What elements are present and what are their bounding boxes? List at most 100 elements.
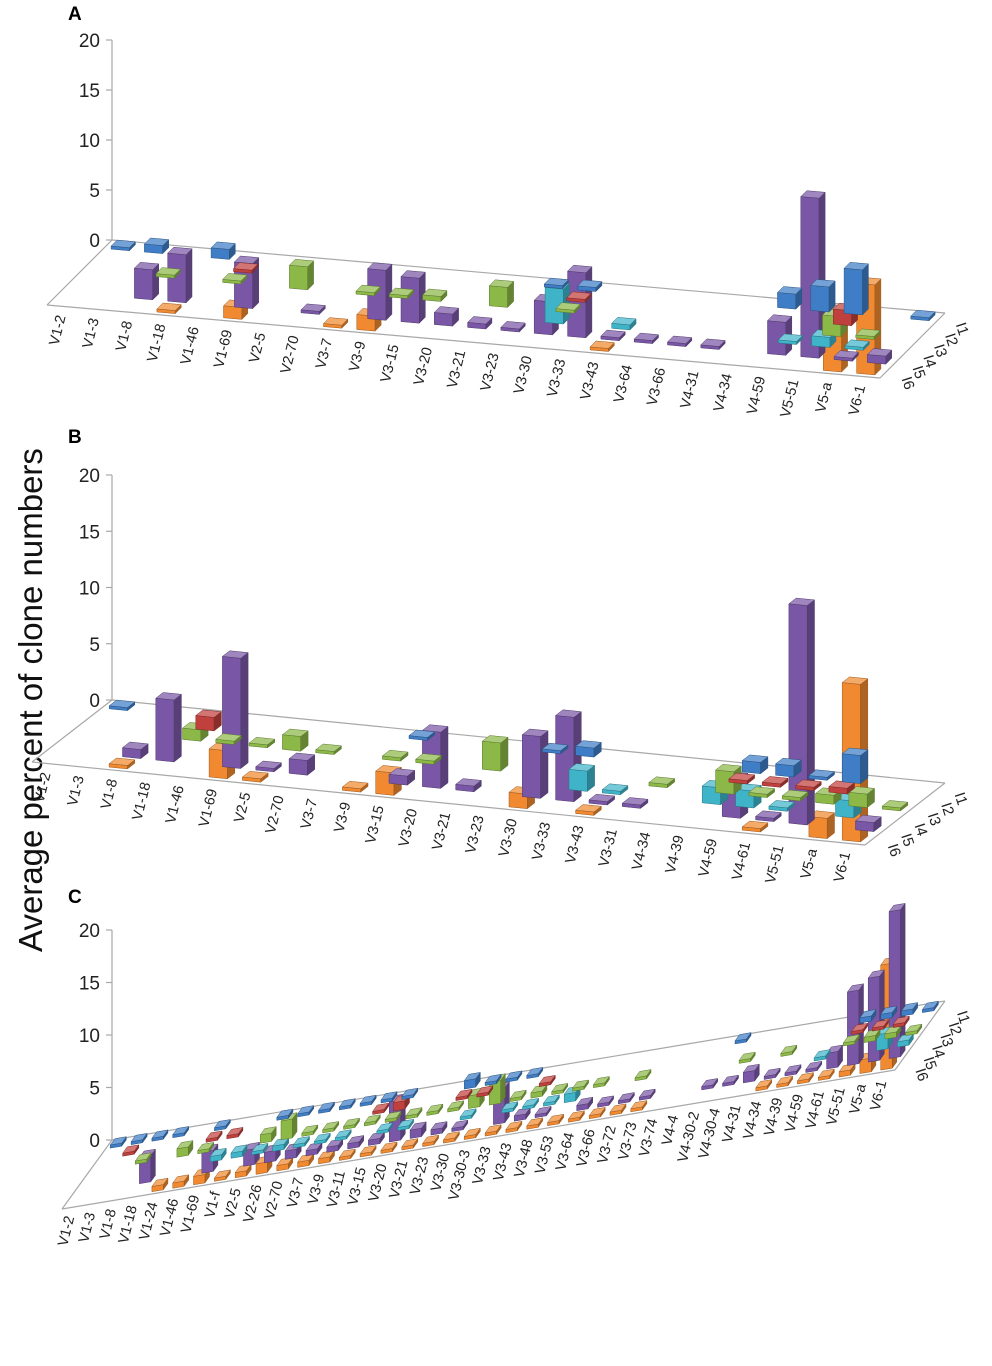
bar-I5-V3-43 <box>588 793 616 806</box>
bar-I3-V3-21 <box>426 1103 444 1116</box>
bar-I2-V5-51 <box>828 780 856 795</box>
bar-I6-V1-18 <box>156 302 182 315</box>
bar-I1-V3-30 <box>574 740 602 758</box>
panel-c: C05101520V1-2V1-3V1-8V1-18V1-24V1-46V1-6… <box>55 887 973 1248</box>
category-label: V3-23 <box>463 814 488 855</box>
bar-I5-V1-8 <box>121 741 149 760</box>
floor-front-edge <box>46 304 881 379</box>
series-label: I6 <box>884 842 904 859</box>
panel-label: A <box>68 4 82 25</box>
floor-right-edge <box>894 1000 946 1071</box>
bar-I1-V2-26 <box>297 1104 315 1118</box>
bar-I6-V2-5 <box>234 1163 252 1179</box>
bar-I3-V4-34 <box>780 1044 798 1057</box>
category-label: V3-43 <box>491 1141 516 1182</box>
bar-I1-V4-61 <box>808 769 836 781</box>
bar-I6-V3-7 <box>322 317 349 329</box>
bar-I1-V5-51 <box>880 1005 898 1020</box>
bar-I3-V1-8 <box>134 1152 152 1165</box>
bar-I1-V6-1 <box>921 1000 939 1013</box>
category-label: V3-74 <box>636 1117 661 1158</box>
bar-I1-V3-11 <box>380 1090 398 1104</box>
bar-I4-V2-5 <box>251 1142 269 1156</box>
y-tick-label: 5 <box>89 1079 100 1100</box>
bar-I6-V3-43 <box>574 804 602 816</box>
bar-I2-V5-a <box>892 1015 910 1028</box>
bar-I1-V4-59 <box>774 757 802 778</box>
bar-I4-V4-61 <box>768 800 796 812</box>
category-label: V5-a <box>813 380 836 414</box>
panel-label: B <box>68 427 82 448</box>
bar-I5-V3-73 <box>638 1088 656 1101</box>
bar-I3-V6-1 <box>905 1023 923 1036</box>
bar-I3-V5-a <box>848 786 876 809</box>
y-tick-label: 20 <box>79 31 100 52</box>
bar-I5-V1-69 <box>233 255 260 310</box>
bar-I4-V3-43 <box>611 317 637 331</box>
category-label: V2-5 <box>232 791 255 825</box>
bar-I6-V3-7 <box>297 1153 315 1168</box>
bar-I3-V3-31 <box>648 776 676 789</box>
bar-I5-V2-70 <box>300 303 326 315</box>
category-label: V2-5 <box>247 331 270 365</box>
bar-I5-V3-7 <box>305 1141 323 1157</box>
category-label: V3-21 <box>444 349 469 390</box>
floor-left-edge <box>31 699 113 763</box>
bar-I5-V4-31 <box>700 338 726 351</box>
bar-I2-V1-69 <box>226 1126 244 1140</box>
bar-I6-V3-43 <box>505 1120 523 1133</box>
bar-I1-V1-3 <box>143 237 170 255</box>
bar-I5-V3-9 <box>326 1138 344 1153</box>
bar-I1-V3-33 <box>526 1066 544 1079</box>
bar-I6-V3-9 <box>317 1149 336 1165</box>
category-label: V4-39 <box>761 1096 786 1137</box>
category-label: V4-59 <box>696 837 721 878</box>
bar-I5-V4-39 <box>784 1063 802 1077</box>
category-label: V1-8 <box>97 1207 120 1241</box>
bar-I5-V3-72 <box>617 1091 635 1105</box>
bar-I5-V3-48 <box>534 1105 552 1118</box>
bar-I6-V3-21 <box>401 1137 419 1151</box>
bar-I5-V4-61 <box>754 810 782 823</box>
bar-I3-V3-7 <box>322 1120 340 1134</box>
bar-I3-V3-48 <box>551 1082 569 1095</box>
bar-I3-V3-33 <box>509 1089 527 1102</box>
category-label: V3-15 <box>363 804 388 845</box>
bar-I2-V5-51 <box>871 1018 890 1032</box>
category-label: V3-33 <box>529 821 554 862</box>
y-tick-label: 0 <box>89 691 100 712</box>
category-label: V3-20 <box>396 807 421 848</box>
bar-I4-V3-9 <box>334 1128 352 1142</box>
bar-I4-V3-20 <box>397 1118 415 1131</box>
category-label: V2-70 <box>262 1180 287 1221</box>
category-label: V2-5 <box>222 1187 245 1221</box>
y-tick-label: 10 <box>79 131 100 152</box>
bar-I6-V4-61 <box>817 1068 835 1081</box>
bar-I5-V3-66 <box>596 1095 615 1108</box>
bar-I1-V3-7 <box>338 1097 356 1111</box>
category-label: V4-34 <box>711 372 736 413</box>
category-label: V3-30 <box>511 354 536 395</box>
bar-I1-V1-18 <box>172 1125 190 1138</box>
bar-I2-V1-3 <box>122 1144 140 1157</box>
category-label: V3-64 <box>553 1131 578 1172</box>
bar-I5-V3-64 <box>576 1096 594 1111</box>
bar-I6-V3-43 <box>589 340 615 353</box>
category-label: V1-8 <box>98 777 121 811</box>
bar-I5-V4-30-4 <box>721 1074 740 1087</box>
series-label: I4 <box>919 353 939 370</box>
bar-I6-V5-a <box>808 810 836 840</box>
bar-I2-V3-30 <box>566 291 592 304</box>
bar-I3-V3-9 <box>388 287 415 300</box>
bar-I5-V3-66 <box>666 335 693 348</box>
bar-I3-V4-61 <box>842 1033 860 1047</box>
bar-I5-V6-1 <box>866 348 893 365</box>
bar-I2-V3-23 <box>455 1088 473 1101</box>
bar-I5-V3-64 <box>633 332 660 345</box>
category-label: V5-51 <box>824 1086 849 1127</box>
bar-I3-V1-46 <box>197 1141 215 1155</box>
series-label: I2 <box>945 1020 965 1037</box>
bar-I5-V5-51 <box>846 983 865 1066</box>
bar-I1-V5-a <box>901 1001 919 1017</box>
